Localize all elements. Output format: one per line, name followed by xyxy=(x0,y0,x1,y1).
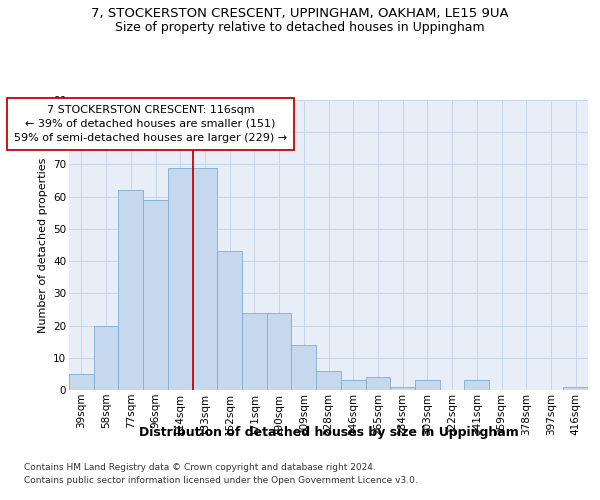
Bar xyxy=(365,377,390,390)
Bar xyxy=(292,345,316,390)
Bar xyxy=(415,380,440,390)
Bar xyxy=(316,370,341,390)
Bar xyxy=(94,326,118,390)
Bar xyxy=(242,312,267,390)
Bar xyxy=(217,252,242,390)
Text: Size of property relative to detached houses in Uppingham: Size of property relative to detached ho… xyxy=(115,21,485,34)
Bar xyxy=(69,374,94,390)
Bar xyxy=(390,387,415,390)
Bar xyxy=(168,168,193,390)
Bar xyxy=(143,200,168,390)
Bar xyxy=(464,380,489,390)
Text: Contains HM Land Registry data © Crown copyright and database right 2024.: Contains HM Land Registry data © Crown c… xyxy=(24,464,376,472)
Text: Distribution of detached houses by size in Uppingham: Distribution of detached houses by size … xyxy=(139,426,518,439)
Text: 7 STOCKERSTON CRESCENT: 116sqm
← 39% of detached houses are smaller (151)
59% of: 7 STOCKERSTON CRESCENT: 116sqm ← 39% of … xyxy=(14,105,287,143)
Text: Contains public sector information licensed under the Open Government Licence v3: Contains public sector information licen… xyxy=(24,476,418,485)
Bar xyxy=(341,380,365,390)
Bar xyxy=(118,190,143,390)
Bar xyxy=(193,168,217,390)
Y-axis label: Number of detached properties: Number of detached properties xyxy=(38,158,47,332)
Bar xyxy=(267,312,292,390)
Text: 7, STOCKERSTON CRESCENT, UPPINGHAM, OAKHAM, LE15 9UA: 7, STOCKERSTON CRESCENT, UPPINGHAM, OAKH… xyxy=(91,8,509,20)
Bar xyxy=(563,387,588,390)
